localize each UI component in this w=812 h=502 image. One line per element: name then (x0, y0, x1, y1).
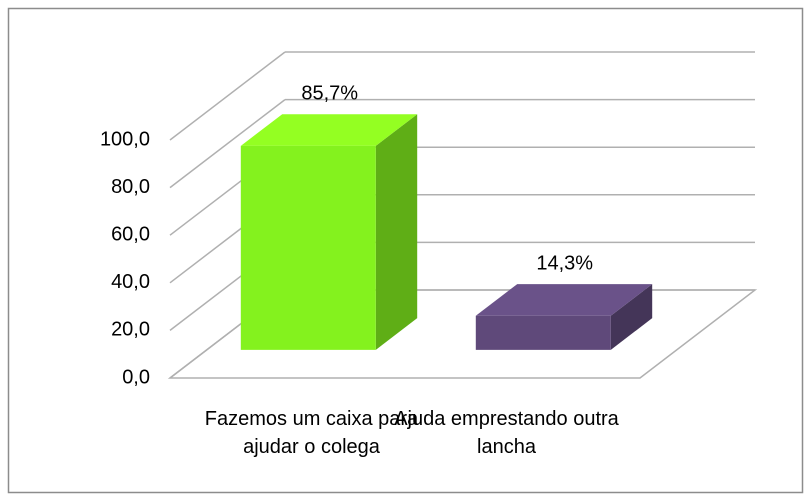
bar-side (375, 114, 418, 350)
bar-top (475, 284, 653, 316)
grid-line (169, 51, 286, 141)
bar (240, 145, 376, 350)
y-tick-label: 40,0 (111, 271, 150, 293)
value-label: 85,7% (301, 82, 358, 104)
bar-top (240, 114, 418, 146)
grid-line (169, 99, 286, 189)
y-tick-label: 80,0 (111, 176, 150, 198)
bar (475, 315, 611, 350)
y-tick-label: 100,0 (100, 128, 150, 150)
x-tick-label: Fazemos um caixa para ajudar o colega (204, 408, 419, 458)
y-tick-label: 0,0 (122, 366, 150, 388)
value-label: 14,3% (536, 252, 593, 274)
y-tick-label: 20,0 (111, 319, 150, 341)
bar-side (610, 284, 653, 350)
x-tick-label: Ajuda emprestando outra lancha (394, 408, 619, 458)
y-tick-label: 60,0 (111, 223, 150, 245)
